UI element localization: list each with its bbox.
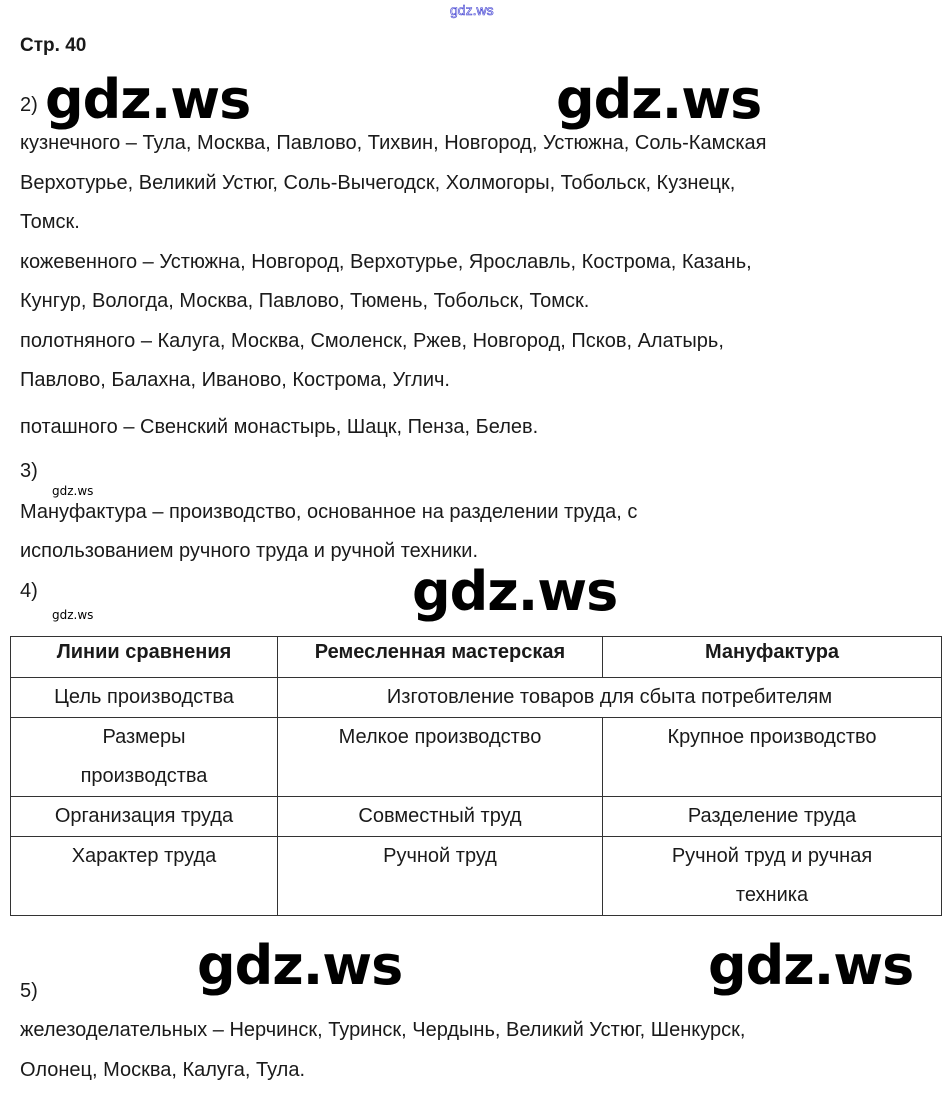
row-label: Организация труда	[10, 796, 278, 837]
header-cell: Мануфактура	[602, 636, 942, 678]
cell: Мелкое производство	[277, 717, 603, 797]
watermark: gdz.ws	[556, 68, 762, 131]
table-header-row: Линии сравнения Ремесленная мастерская М…	[10, 636, 942, 678]
task-5-number: 5)	[20, 980, 38, 1002]
task-2-number: 2)	[20, 94, 38, 116]
comparison-table: Линии сравнения Ремесленная мастерская М…	[10, 636, 942, 916]
text-line: Томск.	[20, 211, 80, 233]
text-line: Верхотурье, Великий Устюг, Соль-Вычегодс…	[20, 172, 736, 194]
text-line: кожевенного – Устюжна, Новгород, Верхоту…	[20, 251, 752, 273]
cell: Крупное производство	[602, 717, 942, 797]
watermark-top: gdz.ws	[450, 2, 494, 19]
row-label: Цель производства	[10, 677, 278, 718]
task-3-number: 3)	[20, 460, 38, 482]
watermark: gdz.ws	[197, 934, 403, 997]
text-line: использованием ручного труда и ручной те…	[20, 540, 479, 562]
table-row: Цель производства Изготовление товаров д…	[10, 677, 942, 718]
text-line: Мануфактура – производство, основанное н…	[20, 501, 638, 523]
watermark: gdz.ws	[708, 934, 914, 997]
cell: Ручной труд	[277, 836, 603, 916]
cell: Ручной труд и ручная техника	[602, 836, 942, 916]
table-row: Размеры производства Мелкое производство…	[10, 717, 942, 797]
cell: Совместный труд	[277, 796, 603, 837]
row-label: Размеры производства	[10, 717, 278, 797]
watermark-small: gdz.ws	[52, 608, 94, 622]
watermark: gdz.ws	[45, 68, 251, 131]
text-line: Павлово, Балахна, Иваново, Кострома, Угл…	[20, 369, 450, 391]
watermark: gdz.ws	[412, 560, 618, 623]
text-line: полотняного – Калуга, Москва, Смоленск, …	[20, 330, 724, 352]
text-line: Олонец, Москва, Калуга, Тула.	[20, 1059, 306, 1081]
text-line: кузнечного – Тула, Москва, Павлово, Тихв…	[20, 132, 767, 154]
header-cell: Ремесленная мастерская	[277, 636, 603, 678]
row-label: Характер труда	[10, 836, 278, 916]
header-cell: Линии сравнения	[10, 636, 278, 678]
table-row: Характер труда Ручной труд Ручной труд и…	[10, 836, 942, 916]
page-number: Стр. 40	[20, 35, 87, 56]
cell: Разделение труда	[602, 796, 942, 837]
text-line: Кунгур, Вологда, Москва, Павлово, Тюмень…	[20, 290, 590, 312]
task-4-number: 4)	[20, 580, 38, 602]
table-row: Организация труда Совместный труд Раздел…	[10, 796, 942, 837]
text-line: железоделательных – Нерчинск, Туринск, Ч…	[20, 1019, 746, 1041]
text-line: поташного – Свенский монастырь, Шацк, Пе…	[20, 416, 539, 438]
merged-cell: Изготовление товаров для сбыта потребите…	[277, 677, 942, 718]
watermark-small: gdz.ws	[52, 484, 94, 498]
